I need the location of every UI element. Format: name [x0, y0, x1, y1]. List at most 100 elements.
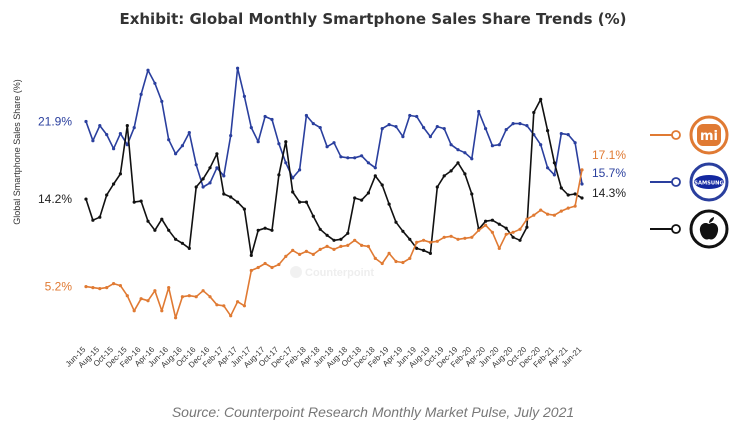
data-point-samsung: [394, 125, 398, 129]
data-point-apple: [118, 172, 122, 176]
data-point-xiaomi: [387, 251, 391, 255]
data-point-xiaomi: [332, 247, 336, 251]
watermark-text: Counterpoint: [305, 267, 374, 279]
data-point-apple: [242, 207, 246, 211]
data-point-apple: [532, 110, 536, 115]
series-line-apple: [85, 98, 583, 257]
data-point-xiaomi: [139, 297, 143, 301]
data-point-apple: [229, 195, 233, 199]
data-point-xiaomi: [401, 260, 405, 265]
data-point-samsung: [215, 166, 219, 170]
data-point-apple: [187, 246, 191, 250]
data-point-xiaomi: [325, 244, 329, 248]
data-point-samsung: [401, 135, 405, 139]
data-point-samsung: [366, 161, 370, 165]
data-point-apple: [566, 193, 570, 197]
series-line-samsung: [85, 67, 583, 188]
data-point-samsung: [236, 66, 240, 70]
data-point-apple: [366, 191, 370, 195]
data-point-samsung: [146, 68, 150, 72]
data-point-xiaomi: [346, 243, 350, 247]
data-point-apple: [518, 238, 522, 242]
data-point-samsung: [298, 168, 302, 172]
data-point-samsung: [546, 166, 550, 170]
data-point-apple: [339, 237, 343, 241]
data-point-samsung: [435, 125, 439, 129]
data-point-samsung: [511, 122, 515, 126]
data-point-apple: [394, 220, 398, 224]
svg-text:mi: mi: [700, 129, 718, 144]
data-point-apple: [463, 172, 467, 176]
data-point-samsung: [353, 156, 357, 160]
data-point-apple: [353, 196, 357, 200]
data-point-samsung: [174, 152, 178, 156]
data-point-xiaomi: [146, 299, 150, 303]
data-point-samsung: [318, 126, 322, 130]
data-point-xiaomi: [442, 235, 446, 239]
data-point-apple: [318, 227, 322, 231]
data-point-apple: [105, 193, 109, 197]
data-point-samsung: [422, 126, 426, 130]
data-point-xiaomi: [318, 247, 322, 251]
data-point-xiaomi: [229, 314, 233, 318]
data-point-xiaomi: [546, 212, 550, 216]
data-point-xiaomi: [532, 213, 536, 217]
data-point-xiaomi: [573, 204, 577, 208]
data-point-xiaomi: [504, 232, 508, 236]
data-point-xiaomi: [167, 286, 171, 290]
data-point-apple: [284, 140, 288, 144]
data-point-xiaomi: [201, 289, 205, 293]
data-point-xiaomi: [222, 304, 226, 308]
x-axis-tick-labels: Jun-15Aug-15Oct-15Dec-15Feb-16Apr-16Jun-…: [64, 345, 584, 370]
data-point-samsung: [442, 127, 446, 131]
data-point-apple: [215, 152, 219, 156]
data-point-samsung: [477, 109, 481, 114]
data-point-xiaomi: [311, 252, 315, 256]
data-point-apple: [277, 173, 281, 177]
data-point-xiaomi: [242, 304, 246, 308]
data-point-apple: [146, 219, 150, 223]
data-point-samsung: [408, 113, 412, 118]
data-point-xiaomi: [360, 243, 364, 247]
data-point-apple: [504, 226, 508, 230]
data-point-samsung: [360, 154, 364, 158]
data-point-samsung: [566, 133, 570, 137]
start-value-label-apple: 14.2%: [38, 192, 72, 206]
data-point-apple: [91, 218, 95, 222]
data-point-apple: [256, 228, 260, 232]
data-point-apple: [546, 129, 550, 133]
data-point-samsung: [415, 114, 419, 119]
data-point-samsung: [242, 94, 246, 98]
data-point-xiaomi: [518, 227, 522, 231]
data-point-samsung: [504, 128, 508, 132]
data-point-xiaomi: [91, 286, 95, 290]
data-point-xiaomi: [552, 213, 557, 217]
data-point-samsung: [387, 123, 391, 127]
data-point-samsung: [525, 124, 529, 128]
data-point-samsung: [160, 99, 164, 103]
data-point-xiaomi: [463, 236, 467, 240]
data-point-apple: [539, 97, 543, 101]
data-point-samsung: [580, 182, 584, 186]
data-point-samsung: [373, 166, 377, 170]
legend-item-xiaomi: mi: [650, 115, 729, 155]
data-point-apple: [449, 169, 453, 173]
data-point-xiaomi: [270, 265, 274, 270]
data-point-xiaomi: [373, 256, 377, 260]
data-point-xiaomi: [511, 230, 515, 234]
data-point-samsung: [463, 151, 467, 155]
data-point-samsung: [132, 126, 136, 130]
data-point-samsung: [291, 176, 295, 180]
data-point-samsung: [470, 157, 474, 161]
data-point-xiaomi: [236, 300, 240, 304]
data-point-apple: [98, 215, 102, 219]
data-point-apple: [456, 161, 460, 165]
data-point-apple: [387, 202, 391, 206]
data-point-xiaomi: [118, 284, 122, 288]
data-point-samsung: [339, 155, 343, 159]
data-point-xiaomi: [125, 294, 129, 298]
data-point-apple: [346, 231, 350, 235]
data-point-samsung: [187, 131, 191, 135]
data-point-apple: [380, 183, 384, 187]
data-point-apple: [298, 200, 302, 204]
